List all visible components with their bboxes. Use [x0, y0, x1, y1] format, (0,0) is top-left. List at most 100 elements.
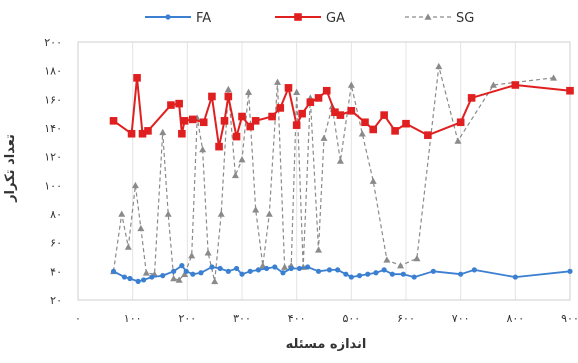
data-point-ga [284, 84, 293, 92]
data-point-ga [566, 86, 574, 95]
data-point-sg [369, 177, 377, 184]
data-point-fa [141, 277, 147, 283]
data-point-sg [383, 256, 391, 263]
series-ga [109, 74, 574, 151]
axes: ۰ ۱۰۰ ۲۰۰ ۳۰۰ ۴۰۰ ۵۰۰ ۶۰۰ ۷۰۰ ۸۰۰ ۹۰۰ ۲۰ ۴۰ ۶۰ ۸۰ ۱۰۰ ۱… [44, 36, 578, 325]
y-tick-label: ۲۰۰ [44, 36, 62, 49]
data-point-ga [322, 86, 331, 95]
data-point-fa [160, 273, 166, 279]
data-point-fa [255, 267, 261, 273]
data-point-fa [127, 275, 133, 282]
data-point-sg [252, 206, 260, 213]
y-tick-label: ۱۴۰ [44, 122, 62, 135]
data-point-ga [268, 112, 276, 121]
data-point-sg [137, 224, 145, 232]
data-point-ga [251, 117, 260, 125]
data-point-fa [121, 274, 128, 280]
data-point-fa [179, 263, 185, 269]
data-point-fa [305, 264, 311, 270]
legend-item-sg: SG [405, 11, 474, 26]
data-point-fa [198, 270, 204, 276]
data-point-sg [231, 171, 239, 179]
x-tick-label: ۳۰۰ [233, 312, 251, 325]
data-point-fa [183, 268, 189, 274]
y-tick-label: ۱۰۰ [44, 179, 62, 192]
data-point-ga [175, 99, 183, 108]
data-point-fa [264, 265, 270, 272]
data-point-ga [369, 125, 377, 134]
data-point-sg [315, 246, 323, 253]
data-point-sg [489, 81, 497, 88]
data-point-ga [336, 111, 345, 119]
legend-label: SG [456, 11, 474, 26]
data-point-fa [348, 274, 354, 280]
data-point-fa [149, 274, 155, 280]
data-point-ga [292, 121, 301, 129]
data-point-fa [411, 274, 417, 280]
data-point-sg [293, 88, 301, 95]
series-line-sg [112, 65, 554, 282]
data-point-ga [380, 111, 388, 119]
legend-marker [424, 13, 432, 20]
data-point-fa [239, 271, 245, 277]
data-point-ga [220, 117, 229, 125]
legend-label: GA [326, 11, 345, 26]
series-line-ga [112, 76, 571, 148]
data-point-ga [314, 94, 323, 102]
data-point-fa [280, 270, 286, 276]
series-layer [109, 62, 574, 285]
data-point-sg [238, 156, 246, 163]
legend-marker [294, 13, 302, 21]
data-point-ga [246, 122, 254, 131]
data-point-fa [326, 267, 333, 273]
data-point-sg [259, 262, 267, 269]
data-point-ga [199, 118, 208, 127]
data-point-ga [224, 92, 233, 101]
data-point-ga [167, 101, 175, 109]
series-sg [110, 62, 558, 285]
series-fa [110, 263, 573, 284]
data-point-ga [456, 118, 465, 127]
y-tick-label: ۴۰ [50, 265, 62, 278]
data-point-ga [215, 142, 223, 151]
data-point-fa [288, 265, 294, 272]
data-point-sg [336, 157, 344, 164]
data-point-ga [232, 132, 241, 141]
data-point-sg [188, 252, 196, 259]
data-point-sg [265, 210, 273, 217]
plot-frame [77, 41, 571, 301]
data-point-fa [315, 268, 322, 274]
data-point-fa [567, 268, 573, 274]
data-point-sg [211, 277, 219, 285]
legend: FA GA SG [145, 11, 474, 26]
data-point-ga [361, 118, 369, 127]
data-point-fa [209, 264, 215, 270]
data-point-ga [138, 129, 147, 138]
data-point-sg [204, 249, 212, 256]
data-point-sg [320, 134, 328, 141]
data-point-fa [233, 265, 240, 272]
data-point-ga [238, 112, 246, 121]
data-point-ga [424, 131, 432, 139]
data-point-fa [471, 267, 477, 273]
data-point-sg [159, 128, 167, 136]
data-point-fa [389, 271, 395, 277]
data-point-fa [381, 267, 387, 273]
x-tick-label: ۹۰۰ [561, 312, 578, 325]
data-point-ga [109, 117, 118, 125]
data-point-fa [365, 271, 371, 277]
data-point-sg [435, 62, 443, 70]
y-tick-label: ۱۶۰ [44, 93, 62, 106]
data-point-fa [430, 268, 436, 274]
data-point-ga [208, 92, 216, 101]
legend-item-fa: FA [145, 11, 211, 26]
x-tick-label: ۴۰۰ [288, 312, 306, 325]
legend-label: FA [196, 11, 211, 26]
legend-marker [165, 14, 171, 20]
data-point-ga [402, 119, 410, 128]
data-point-fa [356, 273, 363, 279]
data-point-ga [144, 127, 152, 135]
data-point-fa [458, 271, 464, 277]
